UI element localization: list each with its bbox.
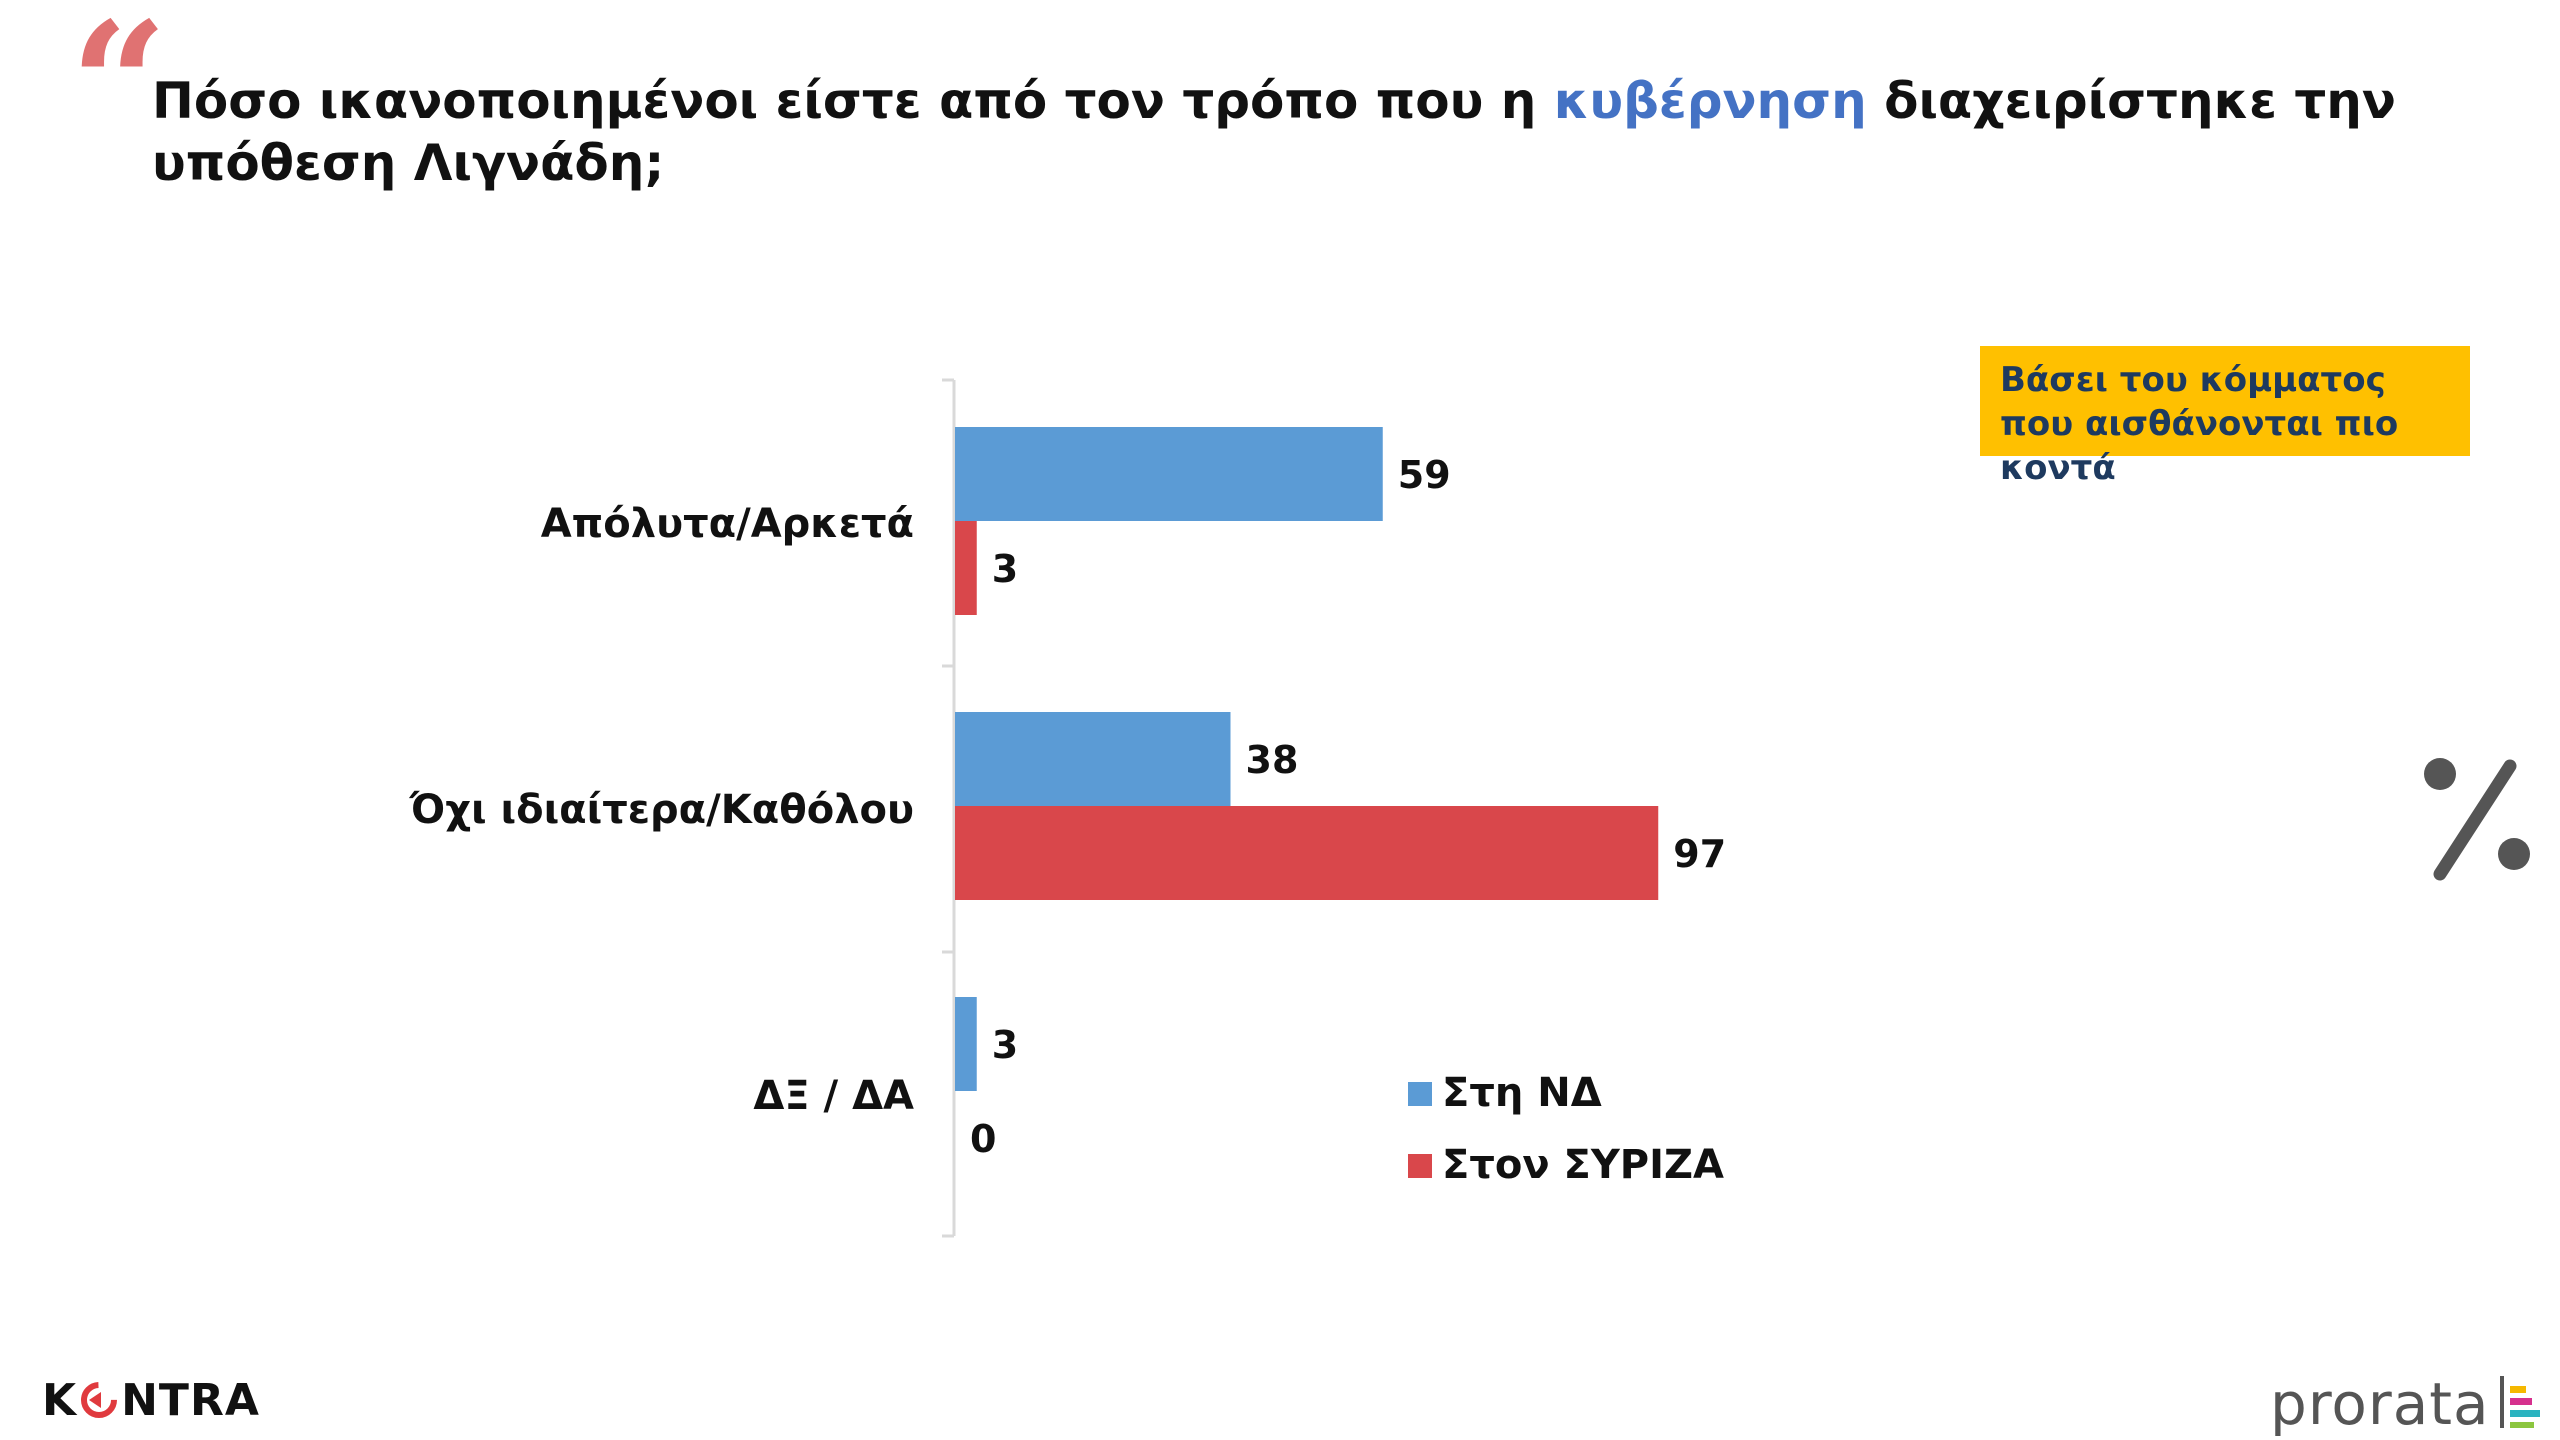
legend-label: Στον ΣΥΡΙΖΑ: [1442, 1142, 1724, 1188]
question-text-part2: διαχειρίστηκε την υπόθεση Λιγνάδη;: [152, 72, 2396, 192]
percent-icon: %: [2424, 758, 2530, 881]
quote-mark: “: [70, 0, 168, 185]
data-label: 97: [1673, 832, 1726, 876]
bar-syriza: [955, 521, 977, 615]
bar-nd: [955, 712, 1231, 806]
kontra-logo-rest: NTRA: [121, 1374, 260, 1426]
data-label: 38: [1246, 738, 1299, 782]
kontra-logo-k: K: [42, 1374, 78, 1426]
legend-swatch: [1408, 1154, 1432, 1178]
data-label: 3: [992, 547, 1018, 591]
data-label: 3: [992, 1023, 1018, 1067]
note-box: Βάσει του κόμματος που αισθάνονται πιο κ…: [1980, 346, 2470, 488]
bar-nd: [955, 997, 977, 1091]
legend-swatch: [1408, 1082, 1432, 1106]
prorata-logo-text: prorata: [2270, 1370, 2490, 1438]
category-label: Όχι ιδιαίτερα/Καθόλου: [409, 787, 914, 833]
data-label: 0: [970, 1117, 996, 1161]
data-label: 59: [1398, 453, 1451, 497]
category-label: ΔΞ / ΔΑ: [753, 1073, 914, 1119]
prorata-logo-bars-icon: [2499, 1376, 2540, 1428]
question-text-part1: Πόσο ικανοποιημένοι είστε από τον τρόπο …: [152, 72, 1554, 130]
bar-nd: [955, 427, 1383, 521]
question-highlight: κυβέρνηση: [1553, 72, 1867, 130]
question-title: Πόσο ικανοποιημένοι είστε από τον τρόπο …: [152, 70, 2402, 194]
bar-syriza: [955, 806, 1659, 900]
legend-label: Στη ΝΔ: [1442, 1070, 1602, 1116]
kontra-logo: K NTRA: [42, 1370, 260, 1430]
kontra-logo-o-icon: [81, 1382, 118, 1418]
prorata-logo: prorata: [2270, 1360, 2546, 1436]
category-label: Απόλυτα/Αρκετά: [541, 501, 914, 547]
